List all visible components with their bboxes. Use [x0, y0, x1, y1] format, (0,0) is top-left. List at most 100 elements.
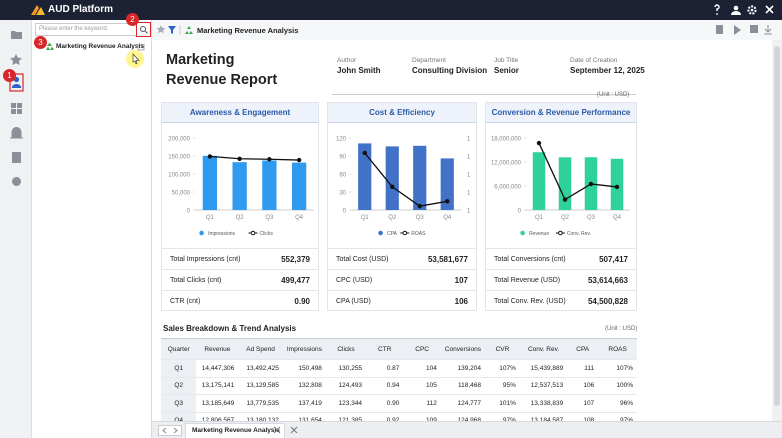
dashboard-icon[interactable]	[11, 103, 22, 114]
chart-panel: Cost & EfficiencyTotal Cost (USD)53,581,…	[327, 102, 477, 311]
meta-label: Department	[412, 57, 446, 64]
table-cell: 95%	[485, 377, 520, 395]
table-cell: 124,968	[441, 412, 485, 421]
table-cell: 0.87	[366, 360, 403, 378]
table-row: Q313,185,64913,779,535137,419123,3440.90…	[161, 395, 637, 413]
stat-row: Total Clicks (cnt)499,477	[162, 269, 318, 290]
tab-nav[interactable]	[158, 425, 182, 436]
table-cell: Q4	[161, 412, 196, 421]
table-cell: 12,537,513	[520, 377, 567, 395]
stat-value: 507,417	[599, 249, 628, 270]
table-cell: 14,447,306	[196, 360, 238, 378]
meta-label: Date of Creation	[570, 57, 617, 64]
stat-label: Total Clicks (cnt)	[170, 277, 221, 284]
search-input[interactable]: Please enter the keyword.	[35, 23, 137, 36]
stat-label: Total Conversions (cnt)	[494, 256, 566, 263]
column-header: Revenue	[196, 339, 238, 360]
table-cell: 132,808	[283, 377, 326, 395]
tab-close[interactable]	[273, 426, 299, 435]
table-cell: 112	[403, 395, 440, 413]
toolbar-actions	[712, 24, 778, 36]
table-cell: 108	[567, 412, 598, 421]
favorite-icon[interactable]	[10, 54, 22, 65]
stat-label: Total Impressions (cnt)	[170, 256, 240, 263]
meta-value: Consulting Division	[412, 66, 487, 75]
stat-label: Total Conv. Rev. (USD)	[494, 298, 566, 305]
table-cell: 96%	[598, 395, 637, 413]
table-cell: 104	[403, 360, 440, 378]
meta-label: Author	[337, 57, 356, 64]
table-cell: Q1	[161, 360, 196, 378]
app-title: AUD Platform	[48, 4, 113, 15]
stat-row: Total Conv. Rev. (USD)54,500,828	[486, 290, 636, 311]
tab[interactable]: Marketing Revenue Analysis	[185, 423, 285, 438]
column-header: CTR	[366, 339, 403, 360]
cursor	[124, 44, 150, 70]
meta-label: Job Title	[494, 57, 518, 64]
table-cell: 15,439,889	[520, 360, 567, 378]
data-table: QuarterRevenueAd SpendImpressionsClicksC…	[161, 338, 637, 421]
table-cell: 13,338,839	[520, 395, 567, 413]
table-cell: 13,492,425	[238, 360, 283, 378]
stat-row: CPC (USD)107	[328, 269, 476, 290]
table-unit: (Unit : USD)	[605, 326, 637, 332]
table-cell: 118,468	[441, 377, 485, 395]
chart-title: Cost & Efficiency	[328, 103, 476, 123]
search-button[interactable]	[136, 22, 151, 37]
icon-rail: 1	[0, 20, 32, 438]
folder-icon[interactable]	[11, 31, 22, 39]
chart-panel: Awareness & Engagement Total Impressions …	[161, 102, 319, 311]
table-row: Q213,175,14113,129,585132,808124,4930.94…	[161, 377, 637, 395]
table-cell: 13,180,132	[238, 412, 283, 421]
table-cell: 0.92	[366, 412, 403, 421]
help-icon[interactable]	[12, 177, 21, 186]
table-cell: 123,344	[326, 395, 366, 413]
table-cell: 97%	[598, 412, 637, 421]
stat-value: 53,614,663	[588, 270, 628, 291]
table-cell: 121,385	[326, 412, 366, 421]
table-cell: 107	[567, 395, 598, 413]
table-cell: 107%	[598, 360, 637, 378]
divider	[332, 94, 636, 95]
column-header: Conv. Rev.	[520, 339, 567, 360]
column-header: Ad Spend	[238, 339, 283, 360]
logo	[30, 3, 46, 17]
column-header: CPC	[403, 339, 440, 360]
table-cell: 137,419	[283, 395, 326, 413]
table-cell: 13,185,649	[196, 395, 238, 413]
rail-icons	[0, 20, 32, 200]
meta-value: September 12, 2025	[570, 66, 645, 75]
alarm-icon[interactable]	[10, 128, 23, 138]
scrollbar[interactable]	[772, 40, 782, 421]
stat-row: Total Revenue (USD)53,614,663	[486, 269, 636, 290]
step-badge: 2	[126, 13, 139, 26]
table-cell: 124,493	[326, 377, 366, 395]
table-cell: 111	[567, 360, 598, 378]
tree-item-icon	[45, 42, 54, 51]
column-header: Impressions	[283, 339, 326, 360]
table-cell: 97%	[485, 412, 520, 421]
stat-value: 552,379	[281, 249, 310, 270]
step-badge: 1	[3, 69, 16, 82]
table-cell: 109	[403, 412, 440, 421]
chart-title: Conversion & Revenue Performance	[486, 103, 636, 123]
tab-bar: Marketing Revenue Analysis	[152, 421, 782, 438]
table-cell: 107%	[485, 360, 520, 378]
user-icon[interactable]	[12, 84, 21, 88]
document-icon[interactable]	[12, 152, 21, 163]
column-header: ROAS	[598, 339, 637, 360]
table-cell: 105	[403, 377, 440, 395]
stat-value: 107	[455, 270, 468, 291]
table-cell: 100%	[598, 377, 637, 395]
chart-title: Awareness & Engagement	[162, 103, 318, 123]
report: MarketingRevenue Report AuthorJohn Smith…	[152, 40, 772, 421]
unit-label: (Unit : USD)	[597, 92, 629, 98]
column-header: Clicks	[326, 339, 366, 360]
table-row: Q114,447,30613,492,425150,498130,2550.87…	[161, 360, 637, 378]
table-cell: 13,129,585	[238, 377, 283, 395]
stat-row: Total Conversions (cnt) 507,417	[486, 248, 636, 269]
stat-value: 53,581,677	[428, 249, 468, 270]
column-header: Quarter	[161, 339, 196, 360]
column-header: CVR	[485, 339, 520, 360]
column-header: Conversions	[441, 339, 485, 360]
